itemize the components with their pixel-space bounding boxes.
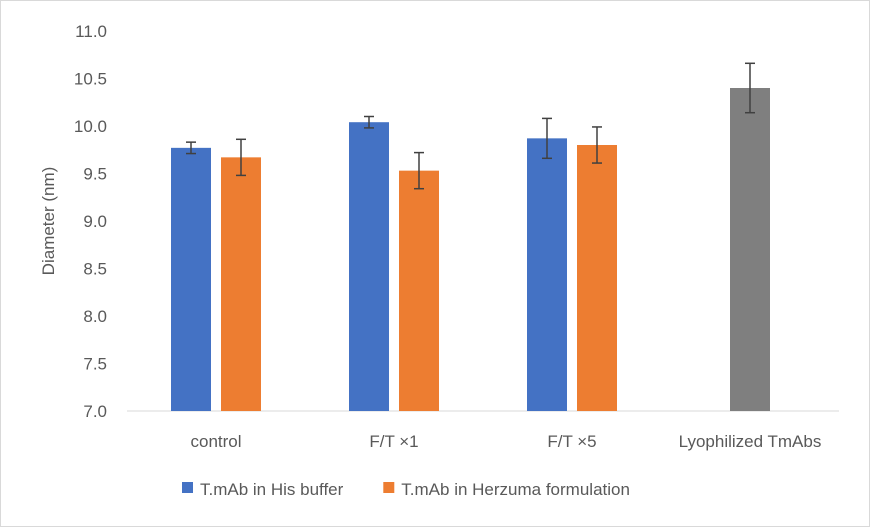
y-tick-label: 9.0 (83, 212, 107, 231)
bar (221, 157, 261, 411)
y-tick-label: 8.5 (83, 260, 107, 279)
error-bar (364, 115, 374, 129)
bar (399, 170, 439, 411)
x-category-label: control (190, 432, 241, 451)
y-axis-title: Diameter (nm) (39, 167, 58, 276)
x-category-label: F/T ×1 (369, 432, 418, 451)
y-tick-label: 7.5 (83, 355, 107, 374)
bar (527, 138, 567, 411)
bar (349, 122, 389, 411)
y-axis-ticks: 7.0 7.5 8.0 8.5 9.0 9.5 10.0 10.5 11.0 (74, 22, 107, 421)
error-bars (186, 62, 755, 190)
error-bar (236, 138, 246, 177)
y-tick-label: 9.5 (83, 165, 107, 184)
legend-label: T.mAb in His buffer (200, 480, 344, 499)
legend-swatch (182, 482, 193, 493)
bar (171, 147, 211, 411)
bars (171, 88, 770, 411)
x-category-label: F/T ×5 (547, 432, 596, 451)
bar (577, 145, 617, 411)
legend: T.mAb in His buffer T.mAb in Herzuma form… (182, 480, 630, 499)
error-bar (414, 151, 424, 190)
x-category-label: Lyophilized TmAbs (679, 432, 822, 451)
error-bar (745, 62, 755, 114)
legend-item: T.mAb in His buffer (182, 480, 344, 499)
legend-swatch (383, 482, 395, 493)
x-axis-labels: control F/T ×1 F/T ×5 Lyophilized TmAbs (190, 432, 821, 451)
y-tick-label: 8.0 (83, 307, 107, 326)
bar (730, 88, 770, 411)
legend-item: T.mAb in Herzuma formulation (383, 480, 630, 499)
y-tick-label: 10.5 (74, 70, 107, 89)
error-bar (542, 117, 552, 160)
legend-label: T.mAb in Herzuma formulation (401, 480, 630, 499)
error-bar (186, 141, 196, 155)
error-bar (592, 126, 602, 164)
y-tick-label: 10.0 (74, 117, 107, 136)
y-tick-label: 11.0 (75, 22, 107, 41)
y-tick-label: 7.0 (83, 402, 107, 421)
